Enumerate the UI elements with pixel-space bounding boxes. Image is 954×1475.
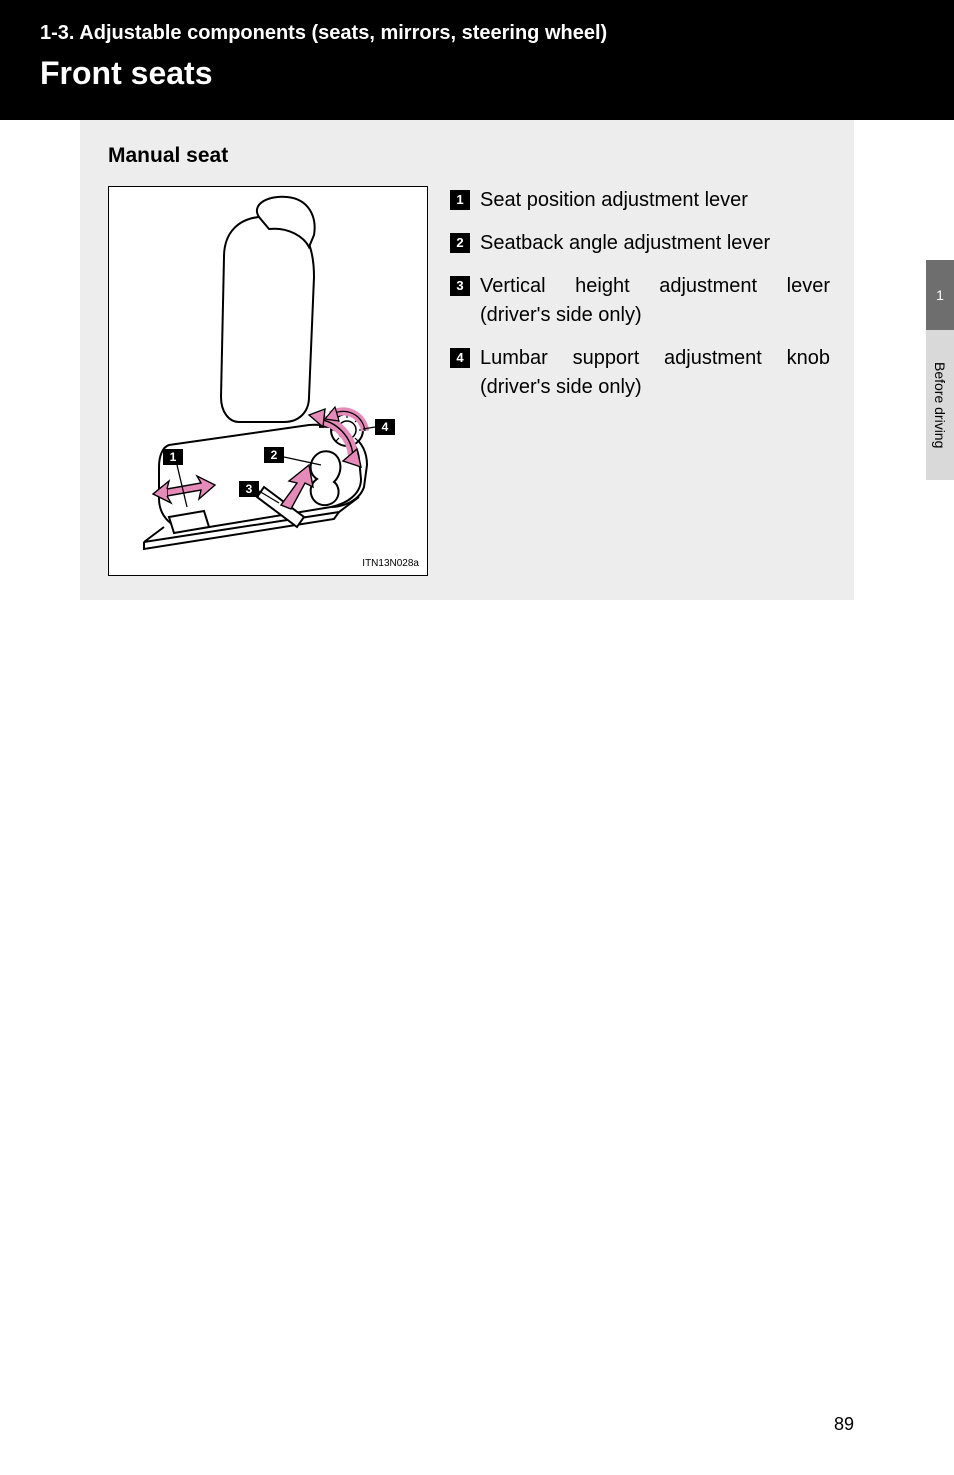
- breadcrumb: 1-3. Adjustable components (seats, mirro…: [40, 22, 914, 45]
- content-panel: Manual seat: [80, 120, 854, 600]
- list-text: Seat position adjustment lever: [480, 186, 830, 215]
- list-item: 4 Lumbar support adjustment knob (driver…: [450, 344, 830, 402]
- svg-text:4: 4: [382, 420, 389, 434]
- section-title: Front seats: [40, 55, 914, 92]
- subheading-manual-seat: Manual seat: [108, 144, 830, 168]
- list-item: 1 Seat position adjustment lever: [450, 186, 830, 215]
- num-badge-4: 4: [450, 348, 470, 368]
- chapter-number: 1: [936, 287, 944, 303]
- list-text: Seatback angle adjustment lever: [480, 229, 830, 258]
- num-badge-3: 3: [450, 276, 470, 296]
- list-item: 2 Seatback angle adjustment lever: [450, 229, 830, 258]
- two-column-layout: 1 2 3 4 ITN13N028: [108, 186, 830, 576]
- seat-figure: 1 2 3 4 ITN13N028: [108, 186, 428, 576]
- list-item: 3 Vertical height adjustment lever (driv…: [450, 272, 830, 330]
- list-text: Lumbar support adjustment knob (driver's…: [480, 344, 830, 402]
- header-band: 1-3. Adjustable components (seats, mirro…: [0, 0, 954, 120]
- num-badge-1: 1: [450, 190, 470, 210]
- adjustment-list: 1 Seat position adjustment lever 2 Seatb…: [450, 186, 830, 576]
- svg-text:2: 2: [271, 448, 278, 462]
- page-number: 89: [834, 1414, 854, 1435]
- svg-text:1: 1: [170, 450, 177, 464]
- side-chapter-tab: 1 Before driving: [926, 260, 954, 480]
- list-text: Vertical height adjustment lever (driver…: [480, 272, 830, 330]
- chapter-label: Before driving: [932, 362, 948, 448]
- svg-text:3: 3: [246, 482, 253, 496]
- num-badge-2: 2: [450, 233, 470, 253]
- seat-illustration: 1 2 3 4: [109, 187, 429, 577]
- chapter-number-tab: 1: [926, 260, 954, 330]
- chapter-label-tab: Before driving: [926, 330, 954, 480]
- figure-id-label: ITN13N028a: [362, 558, 419, 569]
